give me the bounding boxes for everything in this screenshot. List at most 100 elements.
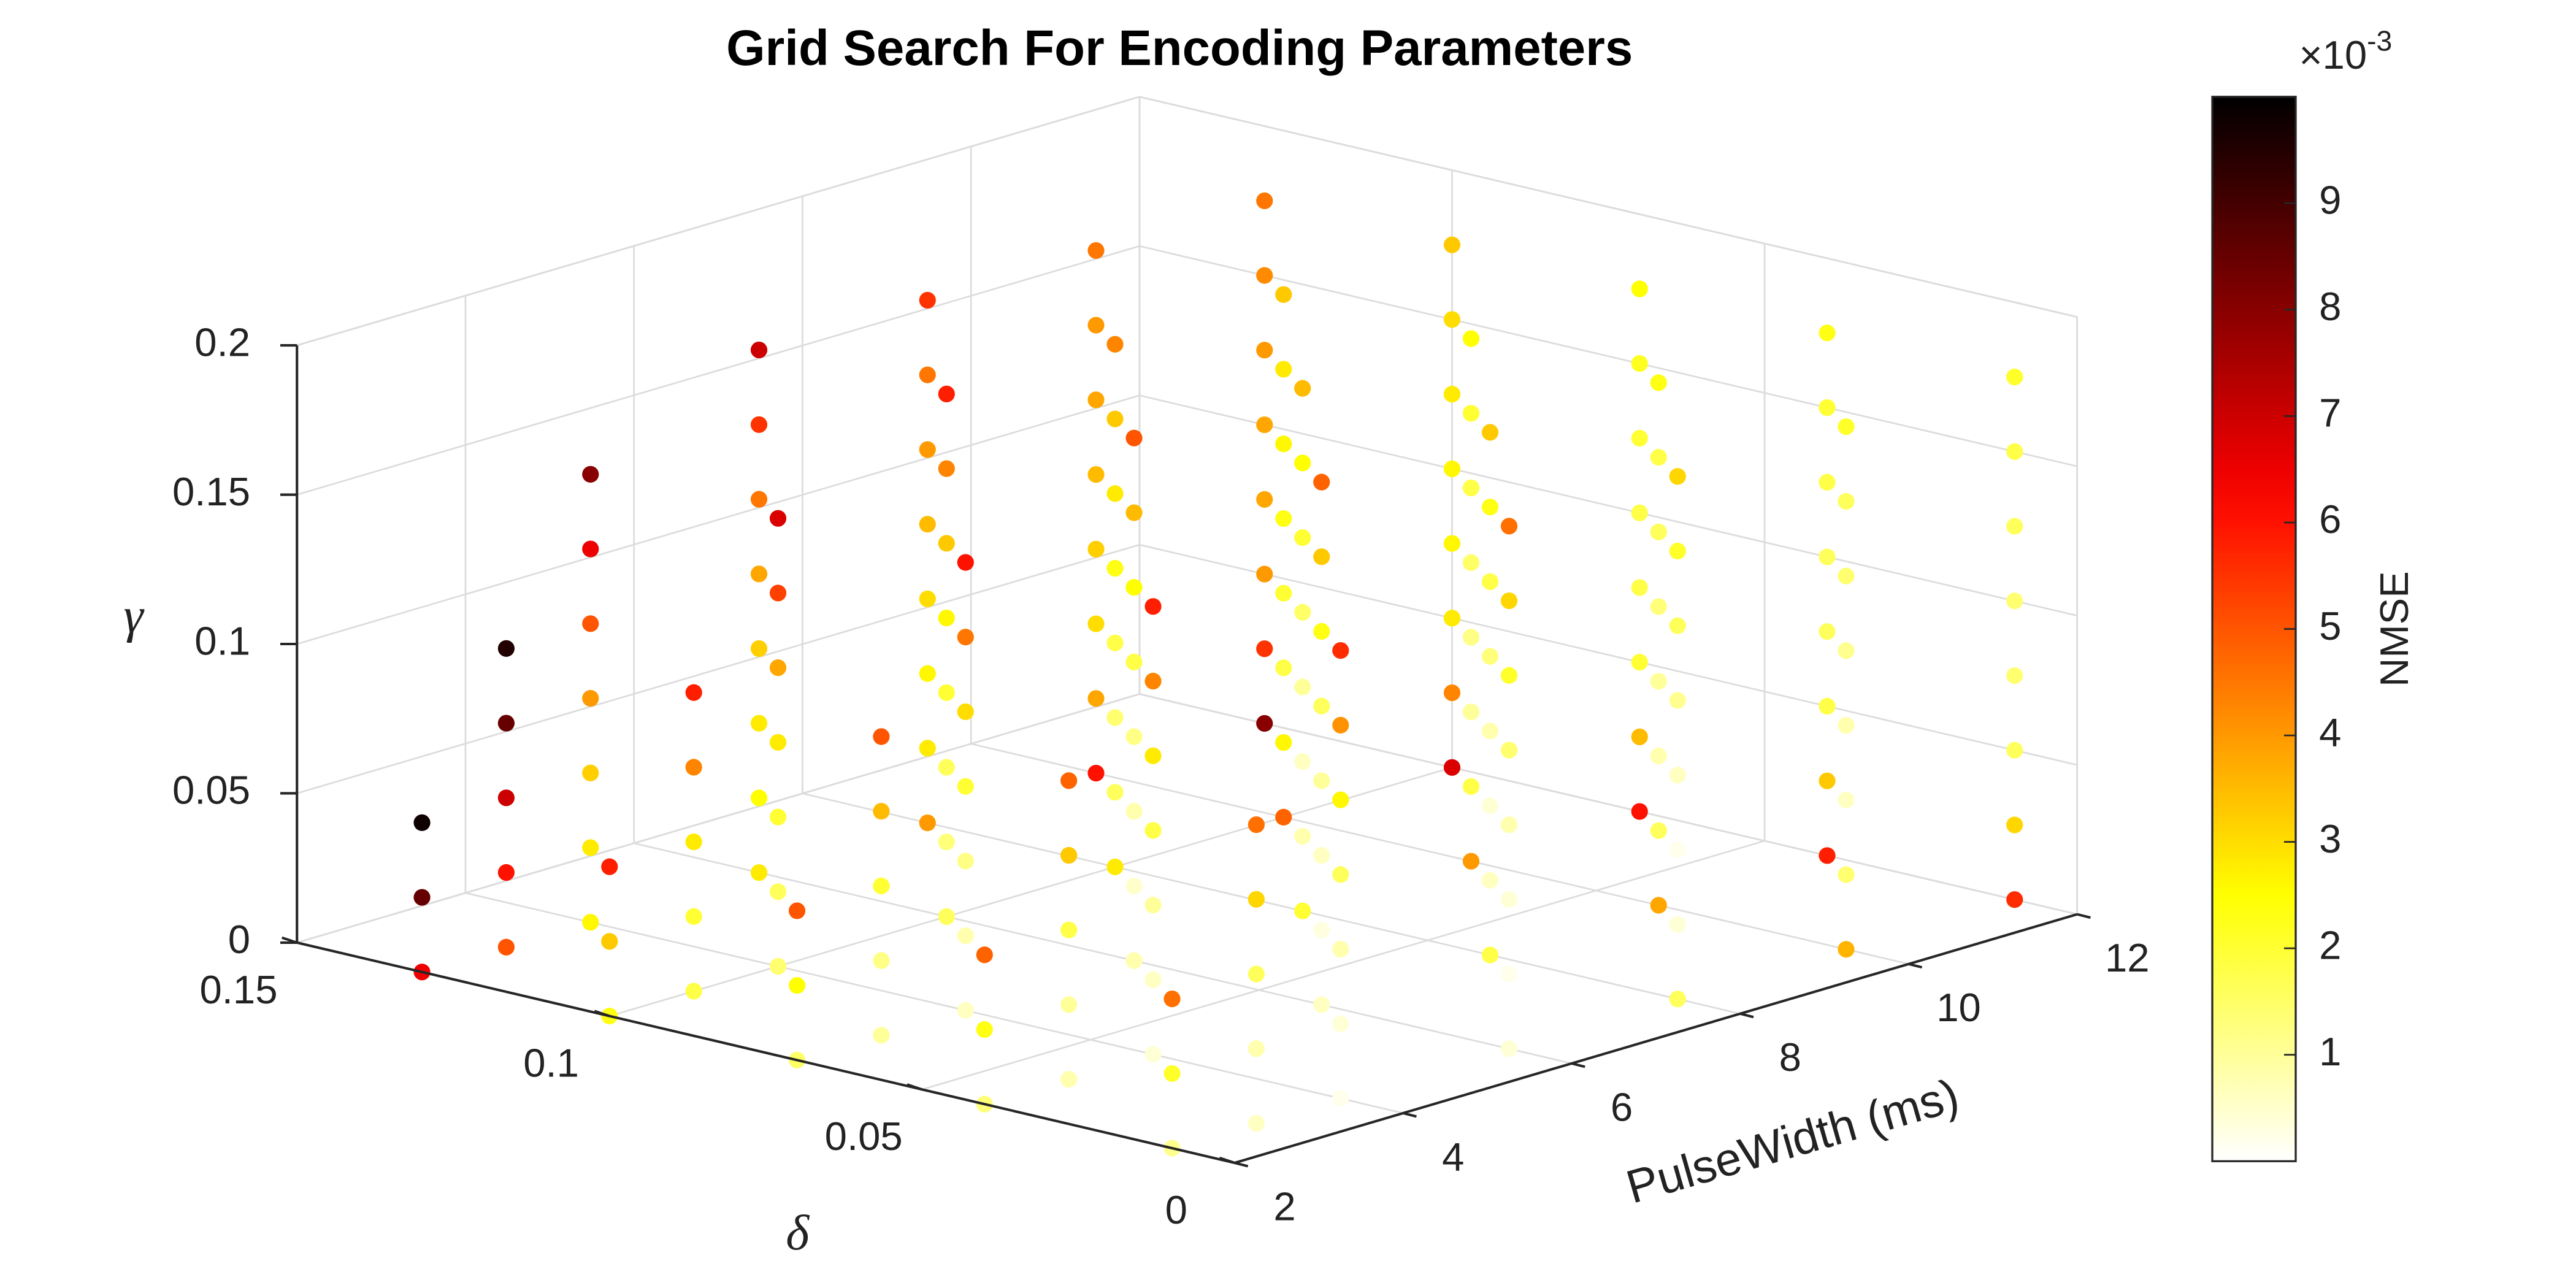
point [873,952,890,969]
point [957,778,974,795]
point [497,864,515,881]
point [1256,715,1273,732]
point [750,341,768,359]
point [788,977,806,994]
point [1125,877,1143,895]
point [1248,816,1265,834]
point [1631,355,1648,372]
point [769,883,787,900]
point [1256,640,1273,657]
point [1106,634,1124,651]
z-tick-label: 0.05 [172,768,250,813]
point [1462,330,1480,347]
point [1125,728,1143,745]
point [2006,369,2023,386]
point [1500,965,1518,983]
point [1332,716,1349,734]
point [497,938,515,956]
point [1819,548,1836,565]
point [919,441,936,458]
point [1481,499,1499,516]
point [769,510,787,527]
colorbar-tick-label: 1 [2319,1029,2341,1074]
point [1838,941,1855,958]
point [1631,280,1648,297]
colorbar-tick-label: 2 [2319,922,2341,967]
point [1294,678,1311,696]
point [1650,523,1667,540]
point [1500,592,1518,610]
colorbar-scale-base: ×10 [2299,33,2367,77]
point [1481,797,1499,815]
point [1144,822,1162,839]
y-tick-label: 0.1 [523,1040,579,1085]
point [1256,267,1273,284]
point [1332,791,1349,808]
x-tick [1571,1062,1585,1068]
colorbar-tick-label: 4 [2319,710,2341,754]
point [582,466,599,483]
point [1650,449,1667,466]
point [1125,803,1143,820]
point [919,590,936,608]
point [1819,324,1836,342]
point [1443,684,1461,702]
grid-line [296,245,1140,496]
point [1125,952,1143,969]
colorbar-scale: ×10-3 [2299,25,2392,78]
point [1294,604,1311,621]
point [1462,629,1480,646]
point [1248,965,1265,983]
point [1256,416,1273,434]
grid-line [1139,693,2077,915]
point [1313,548,1330,565]
y-tick-label: 0.15 [199,967,277,1012]
point [1294,902,1311,919]
point [1144,747,1162,764]
point [1443,535,1461,552]
point [1838,717,1855,734]
point [1106,858,1124,876]
point [1313,996,1330,1013]
grid-line [802,792,1741,1015]
point [1248,1114,1265,1132]
point [1087,690,1105,707]
point [1838,642,1855,659]
point [1500,667,1518,684]
point [750,416,768,433]
point [1106,335,1124,353]
point [1819,847,1836,864]
point [873,803,890,820]
point [976,1021,993,1038]
point [1256,192,1273,209]
point [1248,1040,1265,1057]
point [1060,846,1078,864]
point [1819,772,1836,789]
point [1332,1015,1349,1032]
point [1332,866,1349,883]
point [1443,610,1461,627]
point [976,946,993,964]
point [1106,559,1124,577]
colorbar-scale-exponent: -3 [2367,25,2392,57]
point [1144,897,1162,914]
point [1294,827,1311,845]
point [1650,374,1667,391]
point [1500,742,1518,759]
point [957,629,974,646]
point [2006,667,2023,684]
point [1275,734,1292,751]
point [938,385,955,402]
point [1163,1065,1181,1082]
colorbar [2211,96,2297,1162]
x-tick-label: 10 [1936,985,1981,1030]
grid-line [1139,543,2077,766]
x-tick-label: 2 [1273,1184,1295,1229]
point [1481,424,1499,441]
point [1650,673,1667,690]
point [582,689,599,707]
colorbar-label: NMSE [2372,571,2417,687]
point [1144,672,1162,690]
point [750,640,768,657]
point [2006,518,2023,535]
